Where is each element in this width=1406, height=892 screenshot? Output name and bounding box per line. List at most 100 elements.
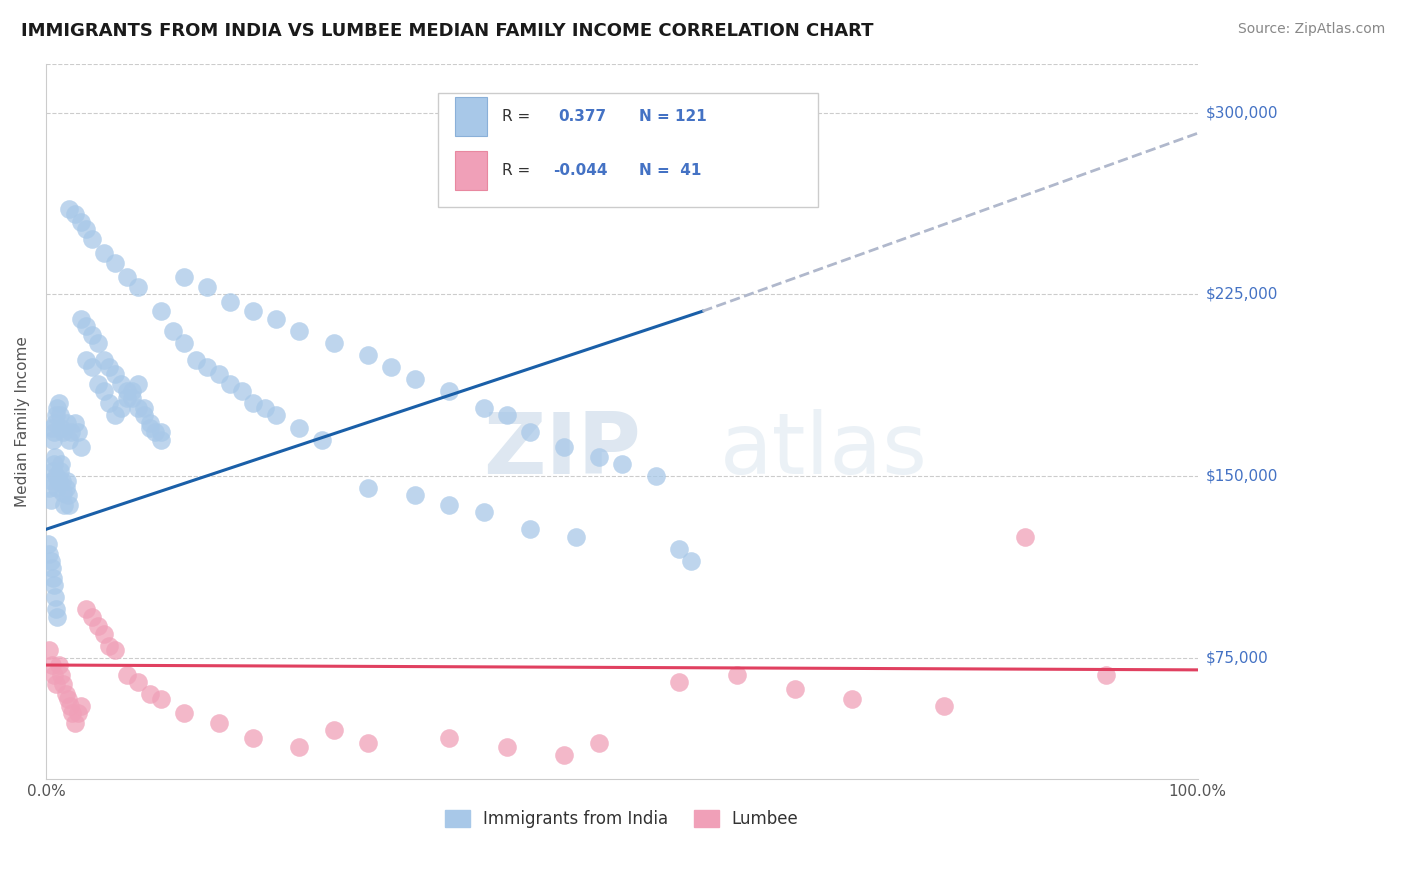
Point bbox=[495, 409, 517, 423]
Point bbox=[48, 658, 70, 673]
Y-axis label: Median Family Income: Median Family Income bbox=[15, 336, 30, 507]
Point bbox=[127, 401, 149, 416]
Point bbox=[55, 687, 77, 701]
Point bbox=[39, 493, 62, 508]
Point bbox=[288, 420, 311, 434]
Point bbox=[437, 731, 460, 745]
Point bbox=[48, 474, 70, 488]
Point bbox=[841, 692, 863, 706]
Text: 0.377: 0.377 bbox=[558, 109, 606, 124]
Legend: Immigrants from India, Lumbee: Immigrants from India, Lumbee bbox=[439, 804, 806, 835]
Point bbox=[565, 530, 588, 544]
Point bbox=[242, 396, 264, 410]
Point bbox=[80, 328, 103, 343]
Point bbox=[49, 420, 72, 434]
Point bbox=[42, 571, 65, 585]
FancyBboxPatch shape bbox=[454, 151, 486, 190]
Point bbox=[42, 464, 65, 478]
Point bbox=[104, 643, 127, 657]
Point bbox=[127, 280, 149, 294]
Point bbox=[58, 498, 80, 512]
Point bbox=[219, 376, 242, 391]
Point bbox=[208, 716, 231, 731]
Point bbox=[127, 675, 149, 690]
Point bbox=[104, 256, 127, 270]
Point bbox=[150, 692, 173, 706]
Point bbox=[219, 294, 242, 309]
Point bbox=[404, 372, 426, 386]
Point bbox=[46, 401, 69, 416]
Point bbox=[69, 311, 91, 326]
Point bbox=[44, 590, 66, 604]
Point bbox=[93, 384, 115, 399]
Point bbox=[56, 692, 79, 706]
Text: -0.044: -0.044 bbox=[553, 162, 607, 178]
Point bbox=[93, 246, 115, 260]
Point bbox=[104, 368, 127, 382]
Point bbox=[553, 440, 575, 454]
Point bbox=[87, 376, 110, 391]
Point bbox=[934, 699, 956, 714]
Point bbox=[110, 401, 132, 416]
Point bbox=[42, 433, 65, 447]
Point bbox=[553, 747, 575, 762]
Text: R =: R = bbox=[502, 109, 530, 124]
Point bbox=[58, 433, 80, 447]
Point bbox=[121, 392, 143, 406]
Point bbox=[42, 578, 65, 592]
Point bbox=[195, 280, 218, 294]
Point bbox=[266, 311, 288, 326]
Point bbox=[679, 554, 702, 568]
Point bbox=[138, 420, 160, 434]
Point bbox=[52, 425, 75, 440]
Point bbox=[49, 457, 72, 471]
Text: N = 121: N = 121 bbox=[640, 109, 707, 124]
Text: ZIP: ZIP bbox=[484, 409, 641, 491]
Point bbox=[53, 498, 76, 512]
Point bbox=[55, 481, 77, 495]
FancyBboxPatch shape bbox=[454, 97, 486, 136]
Point bbox=[52, 486, 75, 500]
Point bbox=[495, 740, 517, 755]
Point bbox=[437, 384, 460, 399]
Point bbox=[253, 401, 276, 416]
FancyBboxPatch shape bbox=[437, 93, 818, 207]
Point bbox=[69, 440, 91, 454]
Point bbox=[138, 416, 160, 430]
Point bbox=[44, 450, 66, 464]
Text: R =: R = bbox=[502, 162, 530, 178]
Point bbox=[115, 392, 138, 406]
Point bbox=[357, 348, 380, 362]
Point bbox=[150, 304, 173, 318]
Point bbox=[49, 409, 72, 423]
Point bbox=[437, 498, 460, 512]
Point bbox=[98, 359, 121, 374]
Text: $300,000: $300,000 bbox=[1206, 105, 1278, 120]
Point bbox=[49, 464, 72, 478]
Text: $150,000: $150,000 bbox=[1206, 468, 1278, 483]
Point bbox=[380, 359, 402, 374]
Point bbox=[519, 425, 541, 440]
Point bbox=[173, 335, 195, 350]
Point bbox=[75, 602, 97, 616]
Text: $75,000: $75,000 bbox=[1206, 650, 1268, 665]
Point bbox=[98, 639, 121, 653]
Point bbox=[173, 706, 195, 721]
Point bbox=[87, 619, 110, 633]
Text: atlas: atlas bbox=[720, 409, 928, 491]
Point bbox=[472, 401, 495, 416]
Point bbox=[162, 324, 184, 338]
Point bbox=[150, 433, 173, 447]
Text: N =  41: N = 41 bbox=[640, 162, 702, 178]
Point bbox=[288, 740, 311, 755]
Point bbox=[42, 667, 65, 681]
Point bbox=[45, 602, 67, 616]
Point bbox=[38, 481, 60, 495]
Point bbox=[52, 677, 75, 691]
Point bbox=[645, 469, 668, 483]
Text: IMMIGRANTS FROM INDIA VS LUMBEE MEDIAN FAMILY INCOME CORRELATION CHART: IMMIGRANTS FROM INDIA VS LUMBEE MEDIAN F… bbox=[21, 22, 873, 40]
Point bbox=[80, 359, 103, 374]
Point bbox=[519, 522, 541, 536]
Point bbox=[127, 376, 149, 391]
Point bbox=[104, 409, 127, 423]
